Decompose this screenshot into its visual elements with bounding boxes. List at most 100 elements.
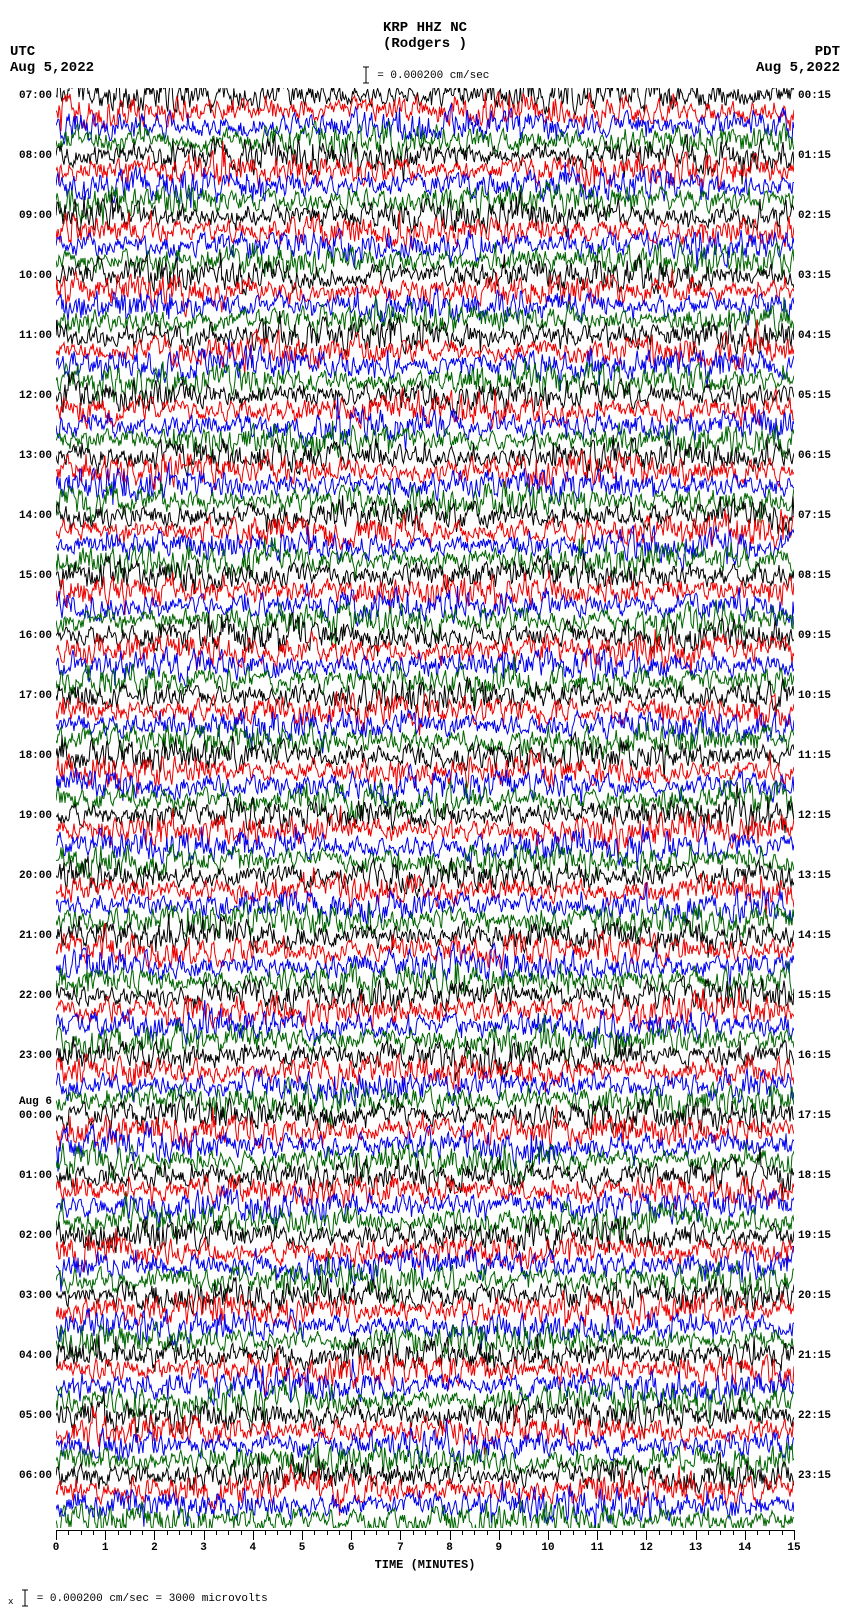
seismogram-container: KRP HHZ NC (Rodgers ) UTC Aug 5,2022 PDT… bbox=[0, 0, 850, 1613]
left-hour-label: 05:00 bbox=[19, 1410, 52, 1422]
right-hour-label: 21:15 bbox=[798, 1350, 831, 1362]
left-hour-label: 17:00 bbox=[19, 690, 52, 702]
x-tick-minor bbox=[671, 1530, 672, 1535]
x-tick-minor bbox=[720, 1530, 721, 1535]
x-tick-label: 14 bbox=[738, 1542, 751, 1554]
left-hour-label: 12:00 bbox=[19, 390, 52, 402]
x-tick-minor bbox=[659, 1530, 660, 1535]
x-tick-minor bbox=[487, 1530, 488, 1535]
x-tick-major bbox=[745, 1530, 746, 1540]
x-tick-minor bbox=[118, 1530, 119, 1535]
x-tick-major bbox=[105, 1530, 106, 1540]
left-hour-label: 19:00 bbox=[19, 810, 52, 822]
right-hour-label: 01:15 bbox=[798, 150, 831, 162]
right-hour-label: 00:15 bbox=[798, 90, 831, 102]
x-tick-minor bbox=[376, 1530, 377, 1535]
left-hour-label: 06:00 bbox=[19, 1470, 52, 1482]
trace-line bbox=[56, 867, 794, 919]
x-tick-major bbox=[450, 1530, 451, 1540]
x-tick-major bbox=[548, 1530, 549, 1540]
left-hour-label: 07:00 bbox=[19, 90, 52, 102]
helicorder-plot bbox=[56, 88, 794, 1528]
x-tick-major bbox=[696, 1530, 697, 1540]
x-tick-minor bbox=[388, 1530, 389, 1535]
x-tick-minor bbox=[277, 1530, 278, 1535]
x-tick-label: 11 bbox=[591, 1542, 604, 1554]
left-hour-label: 22:00 bbox=[19, 990, 52, 1002]
x-tick-label: 2 bbox=[151, 1542, 158, 1554]
left-hour-label: 15:00 bbox=[19, 570, 52, 582]
left-hour-label: 16:00 bbox=[19, 630, 52, 642]
x-tick-minor bbox=[523, 1530, 524, 1535]
left-time-labels: 07:0008:0009:0010:0011:0012:0013:0014:00… bbox=[10, 88, 54, 1528]
x-axis-label: TIME (MINUTES) bbox=[56, 1558, 794, 1572]
traces-svg bbox=[56, 88, 794, 1528]
left-hour-label: 11:00 bbox=[19, 330, 52, 342]
right-hour-label: 03:15 bbox=[798, 270, 831, 282]
right-hour-label: 22:15 bbox=[798, 1410, 831, 1422]
x-tick-label: 7 bbox=[397, 1542, 404, 1554]
right-hour-label: 05:15 bbox=[798, 390, 831, 402]
right-time-labels: 00:1501:1502:1503:1504:1505:1506:1507:15… bbox=[796, 88, 840, 1528]
trace-line bbox=[56, 1146, 794, 1201]
x-tick-minor bbox=[474, 1530, 475, 1535]
trace-line bbox=[56, 653, 794, 707]
trace-line bbox=[56, 1186, 794, 1231]
x-tick-minor bbox=[228, 1530, 229, 1535]
trace-line bbox=[56, 421, 794, 461]
x-tick-label: 3 bbox=[200, 1542, 207, 1554]
x-tick-label: 12 bbox=[640, 1542, 653, 1554]
x-tick-label: 5 bbox=[299, 1542, 306, 1554]
x-tick-minor bbox=[683, 1530, 684, 1535]
x-tick-label: 9 bbox=[495, 1542, 502, 1554]
x-tick-major bbox=[794, 1530, 795, 1540]
x-tick-major bbox=[400, 1530, 401, 1540]
left-hour-label: 23:00 bbox=[19, 1050, 52, 1062]
x-tick-minor bbox=[142, 1530, 143, 1535]
x-tick-minor bbox=[339, 1530, 340, 1535]
footer-text: = 0.000200 cm/sec = 3000 microvolts bbox=[37, 1593, 268, 1605]
left-hour-label: 00:00 bbox=[19, 1110, 52, 1122]
right-hour-label: 04:15 bbox=[798, 330, 831, 342]
x-tick-major bbox=[646, 1530, 647, 1540]
x-tick-major bbox=[597, 1530, 598, 1540]
x-tick-minor bbox=[93, 1530, 94, 1535]
x-tick-minor bbox=[634, 1530, 635, 1535]
x-tick-minor bbox=[191, 1530, 192, 1535]
footer-scale: x = 0.000200 cm/sec = 3000 microvolts bbox=[8, 1589, 268, 1607]
right-hour-label: 18:15 bbox=[798, 1170, 831, 1182]
x-tick-minor bbox=[290, 1530, 291, 1535]
x-tick-minor bbox=[425, 1530, 426, 1535]
trace-line bbox=[56, 228, 794, 268]
trace-line bbox=[56, 961, 794, 1005]
right-hour-label: 14:15 bbox=[798, 930, 831, 942]
x-tick-minor bbox=[708, 1530, 709, 1535]
left-hour-label: 14:00 bbox=[19, 510, 52, 522]
x-tick-major bbox=[56, 1530, 57, 1540]
x-axis: TIME (MINUTES) 0123456789101112131415 bbox=[56, 1530, 794, 1570]
x-tick-label: 13 bbox=[689, 1542, 702, 1554]
left-hour-label: 01:00 bbox=[19, 1170, 52, 1182]
x-tick-minor bbox=[130, 1530, 131, 1535]
x-tick-minor bbox=[733, 1530, 734, 1535]
right-hour-label: 10:15 bbox=[798, 690, 831, 702]
x-tick-major bbox=[351, 1530, 352, 1540]
left-hour-label: 20:00 bbox=[19, 870, 52, 882]
trace-line bbox=[56, 88, 794, 115]
x-tick-minor bbox=[437, 1530, 438, 1535]
right-hour-label: 20:15 bbox=[798, 1290, 831, 1302]
x-tick-minor bbox=[462, 1530, 463, 1535]
right-hour-label: 07:15 bbox=[798, 510, 831, 522]
right-hour-label: 11:15 bbox=[798, 750, 831, 762]
trace-line bbox=[56, 805, 794, 859]
left-hour-label: 09:00 bbox=[19, 210, 52, 222]
right-hour-label: 09:15 bbox=[798, 630, 831, 642]
left-hour-label: 04:00 bbox=[19, 1350, 52, 1362]
x-tick-minor bbox=[511, 1530, 512, 1535]
x-tick-minor bbox=[364, 1530, 365, 1535]
timezone-left: UTC bbox=[10, 44, 35, 60]
x-tick-major bbox=[499, 1530, 500, 1540]
scale-indicator: = 0.000200 cm/sec bbox=[0, 66, 850, 84]
x-tick-minor bbox=[757, 1530, 758, 1535]
right-hour-label: 12:15 bbox=[798, 810, 831, 822]
